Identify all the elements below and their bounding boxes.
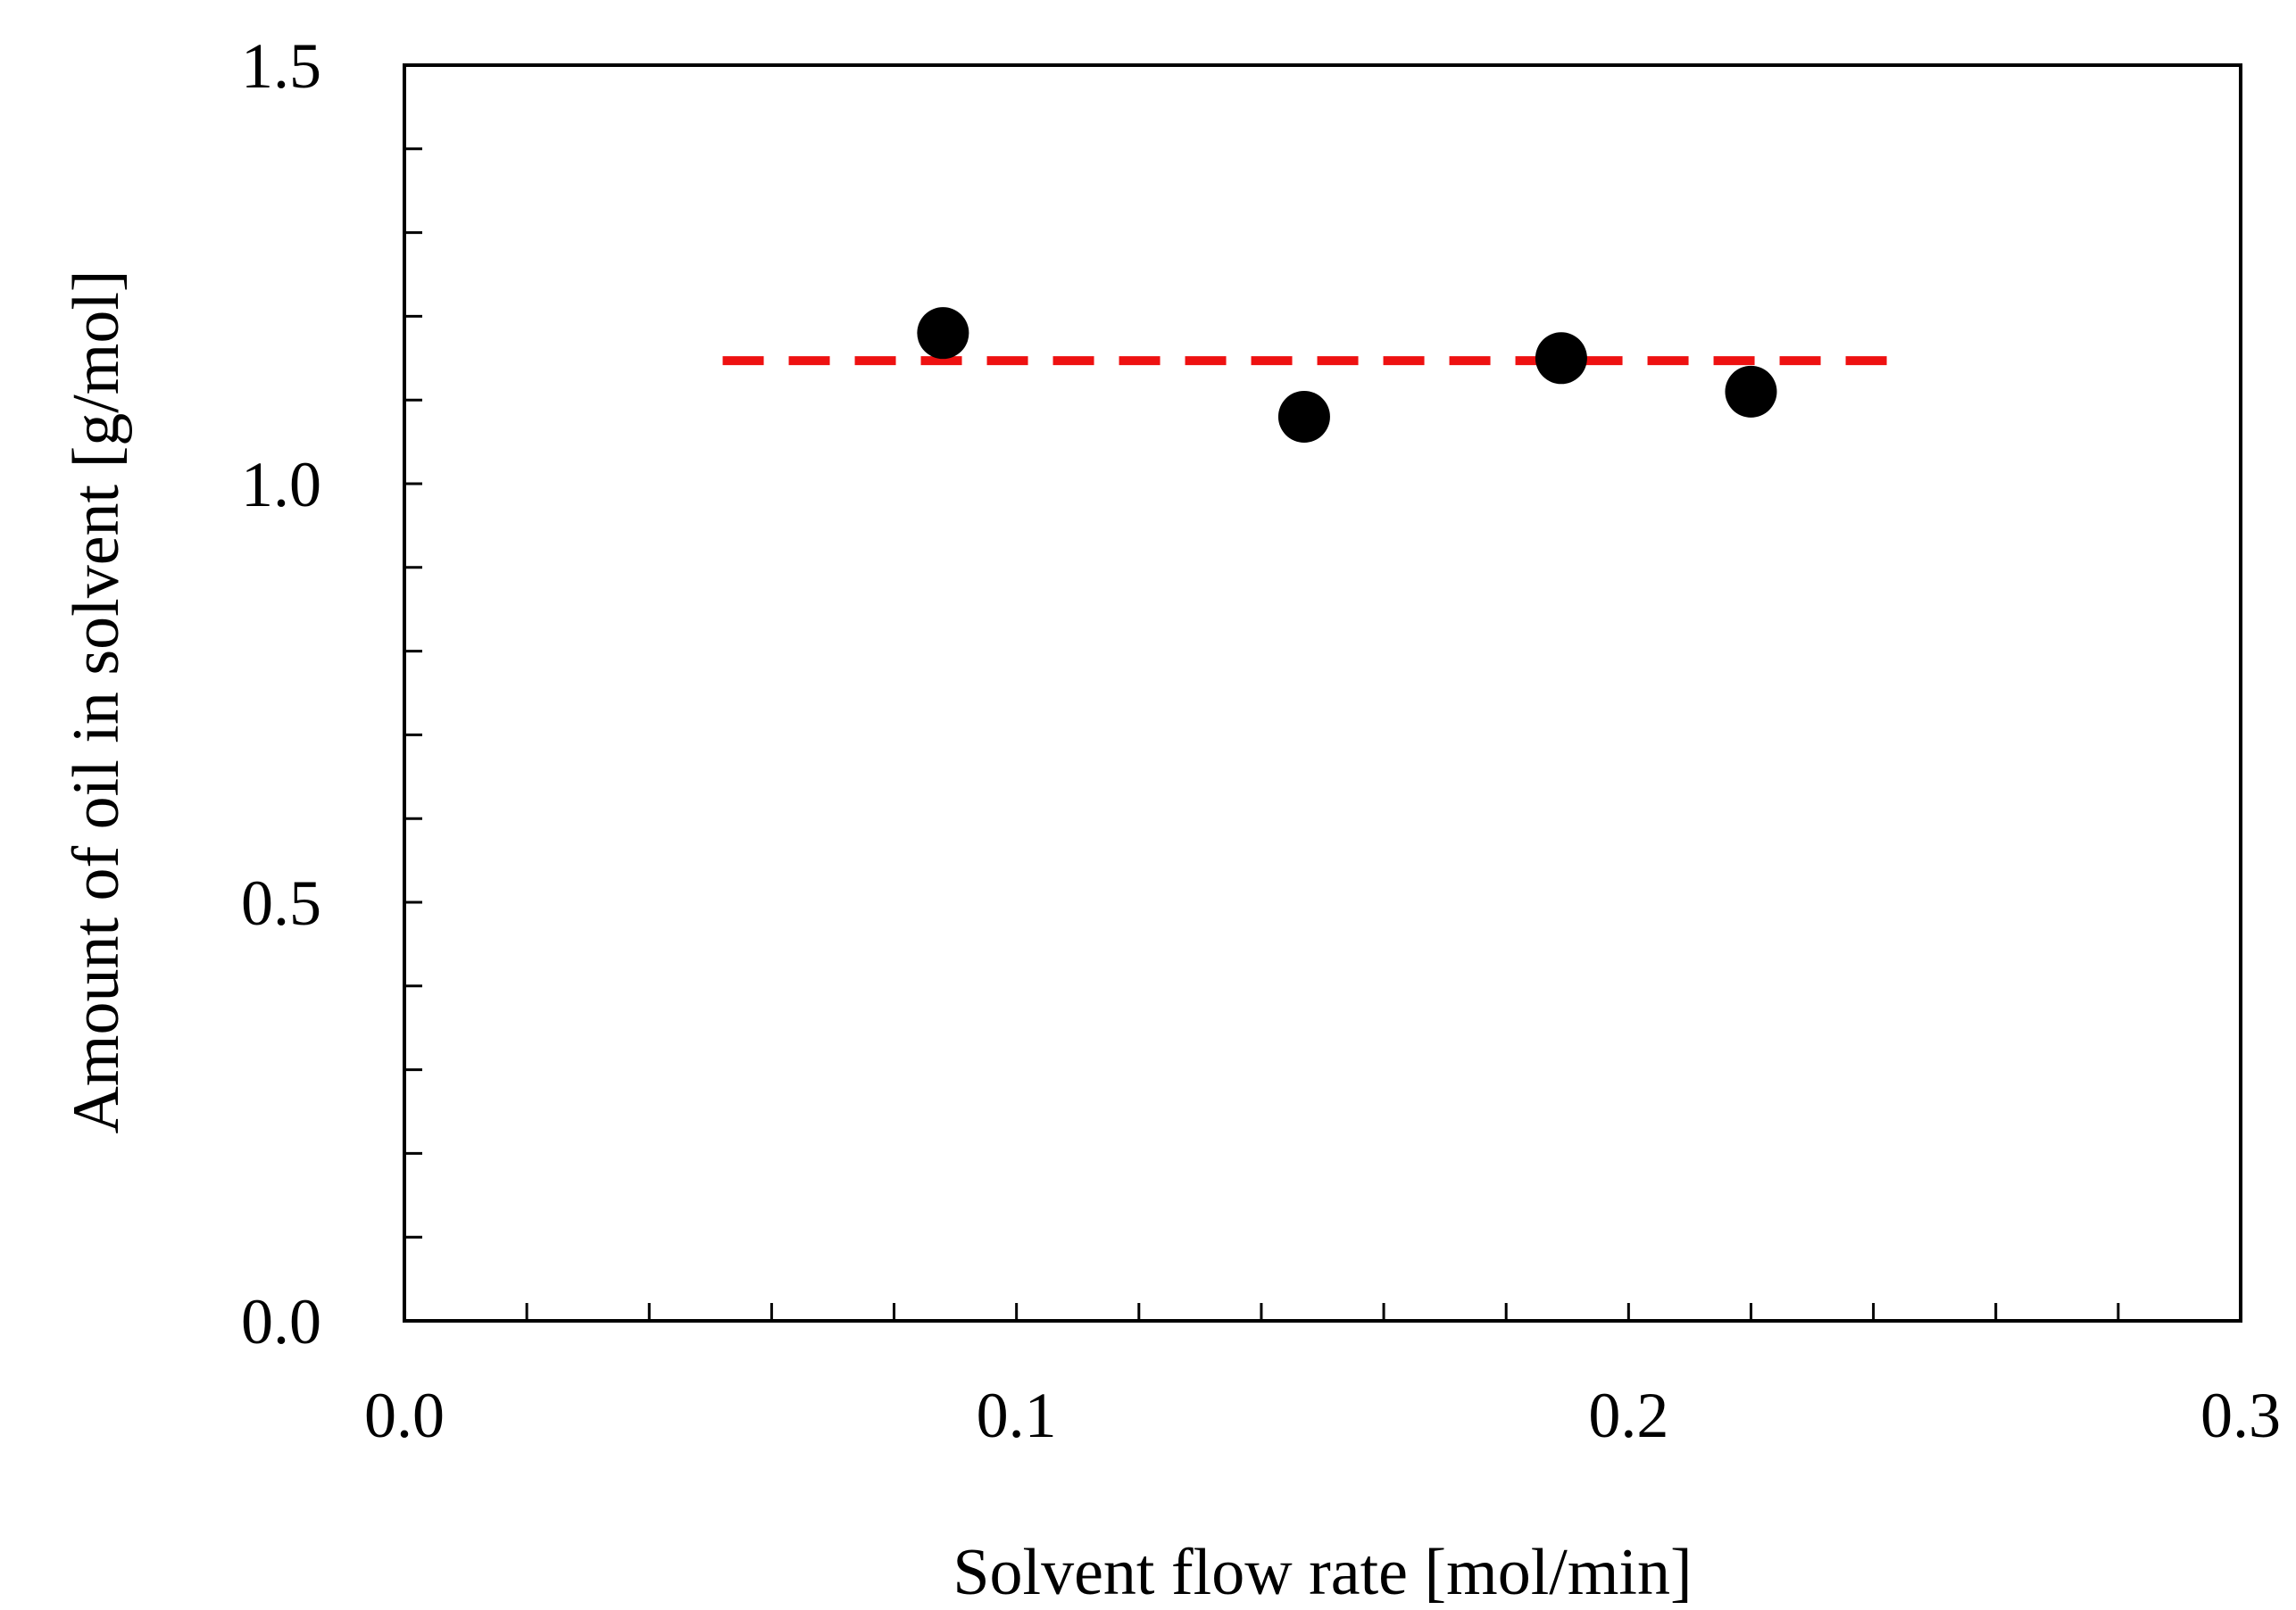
y-tick-labels: 0.0 0.5 1.0 1.5: [241, 30, 321, 1357]
x-tick-label: 0.2: [1588, 1380, 1668, 1451]
minor-ticks: [404, 147, 2120, 1321]
x-tick-label: 0.0: [364, 1380, 445, 1451]
x-axis-title: Solvent flow rate [mol/min]: [953, 1536, 1692, 1609]
y-tick-label: 0.5: [241, 867, 321, 939]
data-point: [917, 307, 969, 360]
y-tick-label: 0.0: [241, 1286, 321, 1357]
x-tick-label: 0.1: [977, 1380, 1057, 1451]
y-tick-label: 1.5: [241, 30, 321, 102]
scatter-series: [917, 307, 1777, 443]
plot-frame: [403, 63, 2242, 1323]
y-axis-title: Amount of oil in solvent [g/mol]: [60, 270, 133, 1133]
y-tick-label: 1.0: [241, 449, 321, 520]
data-point: [1277, 390, 1330, 443]
data-point: [1535, 332, 1587, 385]
data-point: [1725, 365, 1777, 418]
x-tick-label: 0.3: [2200, 1380, 2281, 1451]
x-tick-labels: 0.0 0.1 0.2 0.3: [364, 1380, 2281, 1451]
